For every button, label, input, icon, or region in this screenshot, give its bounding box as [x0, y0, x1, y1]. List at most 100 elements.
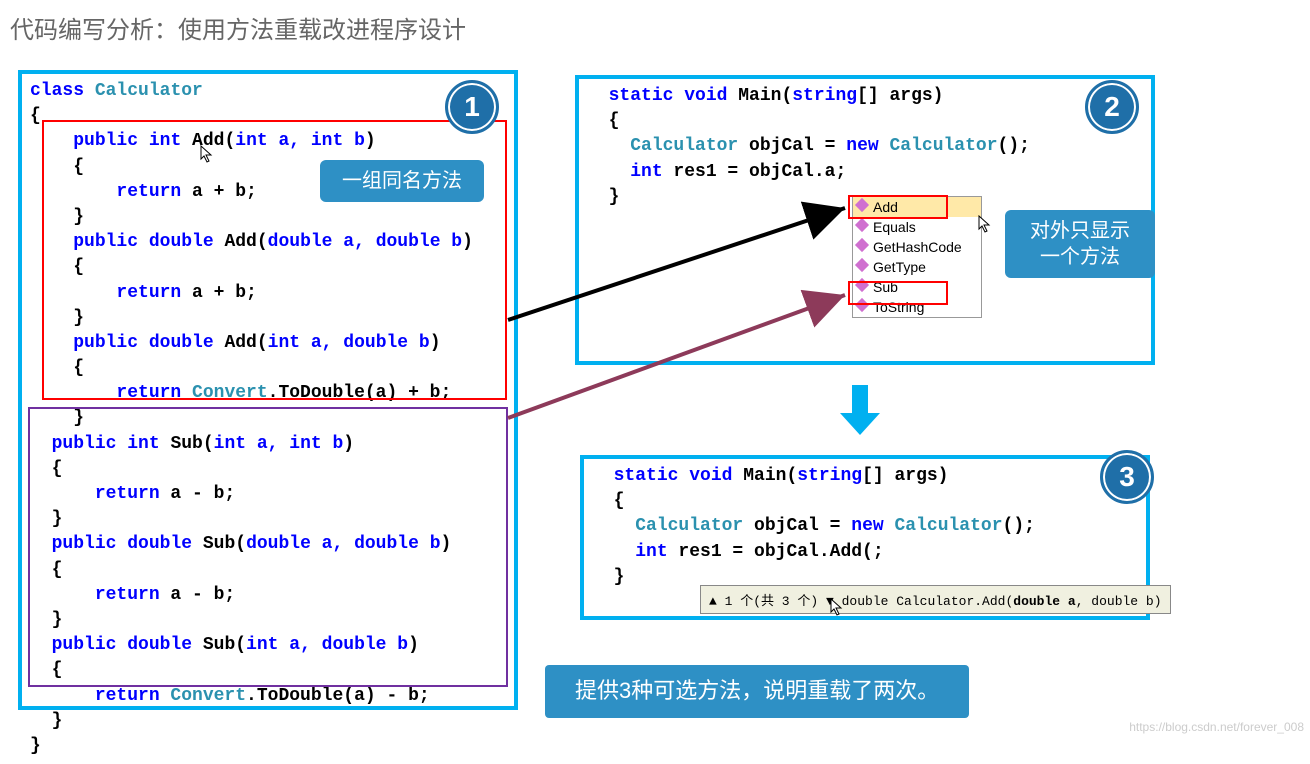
kw-void: void	[673, 86, 727, 106]
brace: {	[52, 660, 63, 680]
var: objCal =	[738, 136, 846, 156]
kw-double: double	[149, 232, 214, 252]
kw-public: public	[52, 534, 117, 554]
type-calculator: Calculator	[630, 136, 738, 156]
type-calculator: Calculator	[635, 516, 743, 536]
kw-return: return	[95, 484, 160, 504]
kw-void: void	[678, 466, 732, 486]
expr: a + b;	[181, 283, 257, 303]
params: double a, double b	[268, 232, 462, 252]
method-name: Sub(	[192, 534, 246, 554]
intellisense-item-add[interactable]: Add	[853, 197, 981, 217]
kw-public: public	[52, 434, 117, 454]
kw-return: return	[95, 686, 160, 706]
kw-public: public	[73, 232, 138, 252]
cursor-icon	[830, 598, 846, 618]
kw-return: return	[116, 383, 181, 403]
kw-new: new	[851, 516, 883, 536]
kw-static: static	[614, 466, 679, 486]
brace: }	[30, 736, 41, 756]
params: int a, double b	[268, 333, 430, 353]
brace: }	[52, 711, 63, 731]
args: [] args)	[862, 466, 948, 486]
expr: res1 = objCal.a;	[663, 162, 847, 182]
brace: }	[73, 207, 84, 227]
expr: res1 = objCal.Add(;	[668, 542, 884, 562]
brace: {	[30, 106, 41, 126]
kw-class: class	[30, 81, 84, 101]
paren: )	[408, 635, 419, 655]
callout-line2: 一个方法	[1040, 246, 1120, 268]
expr: .ToDouble(a) + b;	[268, 383, 452, 403]
bottom-note: 提供3种可选方法，说明重载了两次。	[545, 665, 969, 718]
type-calculator: Calculator	[879, 136, 998, 156]
type-convert: Convert	[160, 686, 246, 706]
cursor-icon	[978, 215, 994, 235]
method-name: Sub(	[160, 434, 214, 454]
expr: a - b;	[160, 484, 236, 504]
expr: a - b;	[160, 585, 236, 605]
params: int a, double b	[246, 635, 408, 655]
tooltip-sig: double Calculator.Add(	[834, 594, 1013, 609]
kw-static: static	[609, 86, 674, 106]
brace: }	[614, 567, 625, 587]
kw-double: double	[127, 635, 192, 655]
kw-int: int	[149, 131, 181, 151]
paren: )	[462, 232, 473, 252]
kw-double: double	[127, 534, 192, 554]
intellisense-item-tostring[interactable]: ToString	[853, 297, 981, 317]
step-badge-2: 2	[1085, 80, 1139, 134]
brace: }	[73, 308, 84, 328]
brace: {	[52, 459, 63, 479]
intellisense-item-gettype[interactable]: GetType	[853, 257, 981, 277]
callout-line1: 对外只显示	[1030, 220, 1130, 242]
kw-int: int	[630, 162, 662, 182]
kw-double: double	[149, 333, 214, 353]
brace: }	[73, 408, 84, 428]
paren: )	[430, 333, 441, 353]
code-block-2: static void Main(string[] args) { Calcul…	[579, 79, 1151, 215]
callout-same-name-methods: 一组同名方法	[320, 160, 484, 202]
watermark: https://blog.csdn.net/forever_008	[1129, 720, 1304, 734]
step-badge-3: 3	[1100, 450, 1154, 504]
brace: {	[52, 560, 63, 580]
code-block-3: static void Main(string[] args) { Calcul…	[584, 459, 1146, 595]
kw-return: return	[116, 283, 181, 303]
brace: {	[609, 111, 620, 131]
kw-public: public	[73, 131, 138, 151]
brace: }	[52, 610, 63, 630]
expr: a + b;	[181, 182, 257, 202]
page-title: 代码编写分析：使用方法重载改进程序设计	[10, 10, 1300, 45]
brace: }	[52, 509, 63, 529]
type-convert: Convert	[181, 383, 267, 403]
method-name: Add(	[214, 232, 268, 252]
kw-public: public	[73, 333, 138, 353]
params: int a, int b	[214, 434, 344, 454]
paren: ();	[1003, 516, 1035, 536]
signature-tooltip[interactable]: ▲ 1 个(共 3 个) ▼ double Calculator.Add(dou…	[700, 585, 1171, 614]
brace: }	[609, 187, 620, 207]
method-main: Main(	[732, 466, 797, 486]
kw-return: return	[116, 182, 181, 202]
type-calculator: Calculator	[95, 81, 203, 101]
intellisense-popup[interactable]: Add Equals GetHashCode GetType Sub ToStr…	[852, 196, 982, 318]
kw-int: int	[635, 542, 667, 562]
kw-int: int	[127, 434, 159, 454]
var: objCal =	[743, 516, 851, 536]
paren: )	[365, 131, 376, 151]
tooltip-sig-end: , double b)	[1076, 594, 1162, 609]
params: int a, int b	[235, 131, 365, 151]
paren: )	[441, 534, 452, 554]
intellisense-item-equals[interactable]: Equals	[853, 217, 981, 237]
brace: {	[73, 157, 84, 177]
intellisense-item-sub[interactable]: Sub	[853, 277, 981, 297]
callout-shows-one-method: 对外只显示 一个方法	[1005, 210, 1155, 278]
intellisense-item-gethashcode[interactable]: GetHashCode	[853, 237, 981, 257]
kw-new: new	[846, 136, 878, 156]
kw-string: string	[797, 466, 862, 486]
tooltip-nav[interactable]: ▲ 1 个(共 3 个) ▼	[709, 594, 834, 609]
paren: ();	[998, 136, 1030, 156]
method-name: Add(	[214, 333, 268, 353]
arrow-down-icon	[840, 385, 880, 435]
tooltip-param-bold: double a	[1013, 594, 1075, 609]
